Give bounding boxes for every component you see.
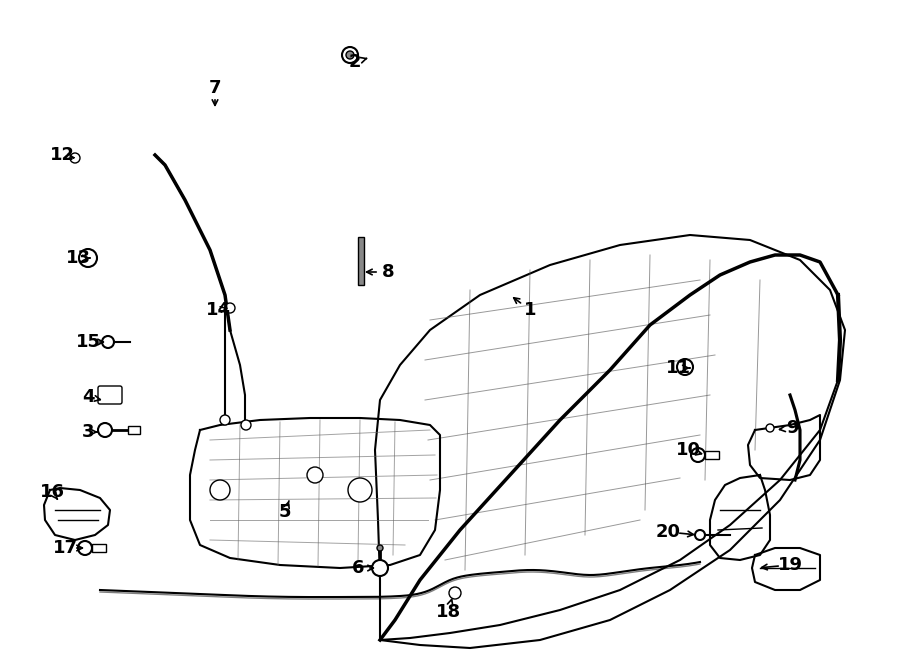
Text: 8: 8 [382, 263, 394, 281]
Circle shape [70, 153, 80, 163]
Text: 14: 14 [205, 301, 230, 319]
Polygon shape [44, 488, 110, 540]
Polygon shape [375, 235, 845, 648]
Text: 10: 10 [676, 441, 700, 459]
Bar [358, 237, 364, 285]
Text: 6: 6 [352, 559, 365, 577]
Bar [92, 544, 106, 552]
Circle shape [677, 359, 693, 375]
Polygon shape [190, 418, 440, 568]
Text: 11: 11 [665, 359, 690, 377]
Text: 7: 7 [209, 79, 221, 97]
Circle shape [210, 480, 230, 500]
Text: 19: 19 [778, 556, 803, 574]
Circle shape [342, 47, 358, 63]
Circle shape [691, 448, 705, 462]
Circle shape [220, 415, 230, 425]
Circle shape [449, 587, 461, 599]
Text: 17: 17 [52, 539, 77, 557]
Text: 2: 2 [349, 53, 361, 71]
Circle shape [372, 560, 388, 576]
Text: 13: 13 [66, 249, 91, 267]
Circle shape [98, 423, 112, 437]
Circle shape [346, 51, 354, 59]
Text: 15: 15 [76, 333, 101, 351]
Circle shape [79, 249, 97, 267]
Circle shape [695, 530, 705, 540]
Text: 1: 1 [524, 301, 536, 319]
Text: 4: 4 [82, 388, 94, 406]
Circle shape [102, 336, 114, 348]
Polygon shape [748, 415, 820, 480]
Bar [705, 451, 719, 459]
Text: 20: 20 [655, 523, 680, 541]
Text: 5: 5 [279, 503, 292, 521]
Circle shape [766, 424, 774, 432]
Polygon shape [710, 475, 770, 560]
Circle shape [225, 303, 235, 313]
Polygon shape [752, 548, 820, 590]
Circle shape [241, 420, 251, 430]
FancyBboxPatch shape [98, 386, 122, 404]
Bar [128, 426, 140, 434]
Text: 16: 16 [40, 483, 65, 501]
Circle shape [348, 478, 372, 502]
Text: 18: 18 [436, 603, 461, 621]
Text: 12: 12 [50, 146, 75, 164]
Circle shape [78, 541, 92, 555]
Text: 9: 9 [786, 419, 798, 437]
Circle shape [377, 545, 383, 551]
Text: 3: 3 [82, 423, 94, 441]
Circle shape [307, 467, 323, 483]
